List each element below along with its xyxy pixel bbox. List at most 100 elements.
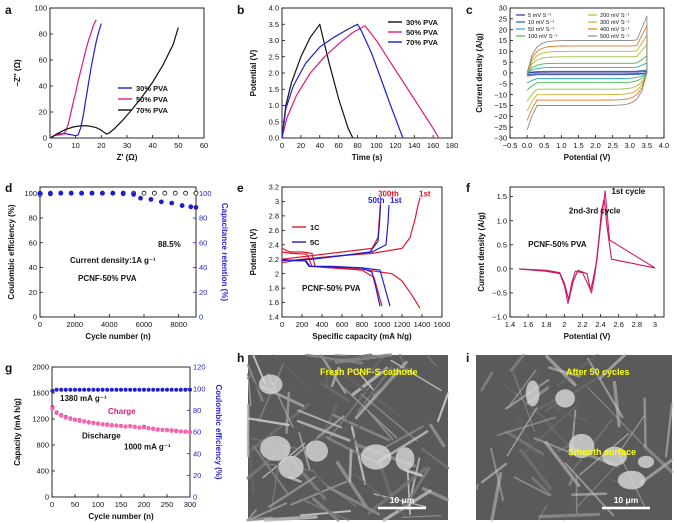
data-point (165, 428, 169, 433)
data-point (178, 429, 183, 434)
annotation: 2nd-3rd cycle (569, 206, 621, 215)
y-tick-label: 0 (33, 313, 37, 322)
data-point (162, 190, 168, 196)
particle (260, 435, 291, 461)
y-tick-label: 25 (499, 14, 507, 23)
x-tick-label: 2.2 (577, 320, 587, 329)
y-tick-label: 1600 (32, 389, 49, 398)
cv-curve (526, 15, 648, 131)
data-point (68, 387, 73, 392)
y-tick-label: 2.0 (269, 69, 279, 78)
particle (395, 447, 415, 471)
x-tick-label: 180 (446, 141, 459, 150)
y-tick-label: 20 (499, 25, 507, 34)
cv-curve (527, 69, 648, 77)
y-tick-label: 1.6 (269, 298, 279, 307)
data-point (151, 427, 156, 432)
legend-label: 50 mV S⁻¹ (528, 27, 554, 33)
fiber (299, 498, 350, 521)
y-tick-label: −20 (494, 112, 507, 121)
data-point (188, 430, 192, 435)
fiber (341, 385, 398, 439)
fiber (544, 374, 603, 412)
y2-tick-label: 60 (193, 428, 201, 437)
y-tick-label: −25 (494, 123, 507, 132)
x-tick-label: 1.0 (556, 141, 566, 150)
x-tick-label: 1.5 (573, 141, 583, 150)
y-axis-label: Current density (A/g) (477, 212, 486, 292)
x-tick-label: 60 (334, 141, 342, 150)
x-tick-label: 0 (280, 320, 284, 329)
x-tick-label: 3 (653, 320, 657, 329)
annotation: 1st (390, 196, 402, 205)
panel-f: 1.4 1.6 1.8 2 2.2 2.4 2.6 2.8 3 −1.0 −0.5 0.0 0.5 1.0… (466, 181, 665, 341)
legend-label: 5C (310, 238, 320, 247)
panel-label: d (5, 181, 12, 195)
fiber (533, 437, 573, 455)
x-tick-label: 2.5 (607, 141, 617, 150)
y-tick-label: 3.5 (269, 20, 279, 29)
y-tick-label: 100 (34, 4, 47, 13)
series-line (281, 258, 381, 307)
x-tick-label: 0 (38, 320, 42, 329)
data-point (132, 387, 137, 392)
x-tick-label: 150 (115, 500, 128, 509)
y-tick-label: 0.0 (269, 134, 279, 143)
data-point (183, 387, 188, 392)
fiber (643, 445, 674, 474)
fiber (496, 416, 557, 437)
x-tick-label: 8000 (170, 320, 187, 329)
data-point (68, 417, 73, 421)
fiber (290, 429, 320, 490)
data-point (142, 387, 146, 392)
cv-curve (526, 55, 648, 91)
fiber (568, 477, 574, 486)
series-line (281, 201, 382, 260)
y-tick-label: 1.0 (497, 216, 507, 225)
y-tick-label: 1.4 (269, 313, 279, 322)
fiber (272, 354, 311, 389)
scale-bar-label: 10 μm (614, 495, 639, 505)
y-tick-label: 1.0 (269, 101, 279, 110)
y-tick-label: 60 (29, 238, 37, 247)
series-line (281, 205, 382, 262)
fiber (480, 371, 494, 392)
data-point (114, 423, 119, 428)
x-axis-label: Potential (V) (564, 332, 611, 341)
x-tick-label: 1.6 (523, 320, 533, 329)
cv-curve (526, 34, 648, 112)
fiber (247, 374, 252, 407)
y2-axis-label: Capacitance retention (%) (220, 203, 229, 302)
y-tick-label: 2.5 (269, 52, 279, 61)
fiber (335, 461, 368, 509)
y-tick-label: 3.2 (269, 183, 279, 192)
data-point (169, 428, 174, 433)
data-point (58, 190, 64, 196)
x-tick-label: 60 (200, 141, 208, 150)
y-tick-label: 0.5 (269, 117, 279, 126)
fiber (401, 515, 442, 519)
annotation: Charge (108, 407, 136, 416)
x-tick-label: 1200 (394, 320, 411, 329)
legend-label: 5 mV S⁻¹ (528, 13, 551, 19)
particle (360, 444, 392, 470)
fiber (373, 493, 427, 508)
data-point (50, 406, 55, 411)
fiber (513, 476, 551, 497)
legend-label: 10 mV S⁻¹ (528, 20, 554, 26)
annotation: PCNF-50% PVA (528, 240, 587, 249)
y-axis-label: Current density (A/g) (475, 33, 484, 113)
fiber (598, 353, 627, 380)
y-tick-label: 3 (275, 197, 279, 206)
data-point (160, 428, 165, 433)
fiber (517, 417, 546, 473)
y-tick-label: 2000 (32, 363, 49, 372)
data-point (193, 205, 199, 210)
annotation: Current density:1A g⁻¹ (70, 256, 156, 265)
fiber (587, 386, 646, 447)
x-tick-label: 0 (48, 141, 52, 150)
fiber (563, 502, 574, 521)
data-point (54, 411, 59, 416)
annotation: PCNF-50% PVA (302, 284, 361, 293)
data-point (142, 425, 146, 430)
